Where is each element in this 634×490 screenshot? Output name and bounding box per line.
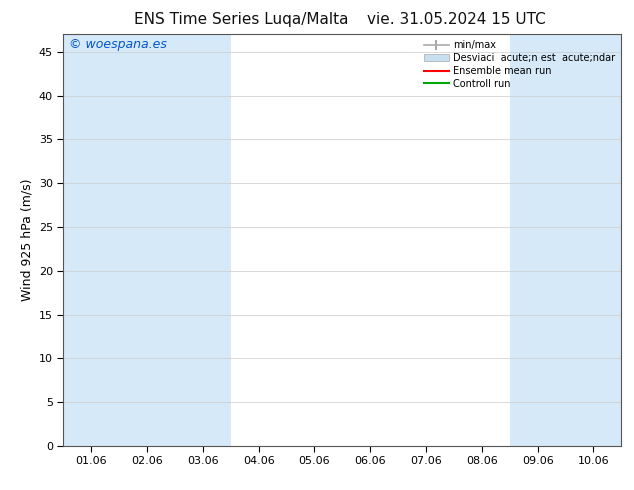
Bar xyxy=(510,34,621,446)
Text: © woespana.es: © woespana.es xyxy=(69,38,167,51)
Y-axis label: Wind 925 hPa (m/s): Wind 925 hPa (m/s) xyxy=(20,179,34,301)
Text: vie. 31.05.2024 15 UTC: vie. 31.05.2024 15 UTC xyxy=(367,12,546,27)
Bar xyxy=(63,34,231,446)
Legend: min/max, Desviaci  acute;n est  acute;ndar, Ensemble mean run, Controll run: min/max, Desviaci acute;n est acute;ndar… xyxy=(420,36,619,93)
Text: ENS Time Series Luqa/Malta: ENS Time Series Luqa/Malta xyxy=(134,12,348,27)
